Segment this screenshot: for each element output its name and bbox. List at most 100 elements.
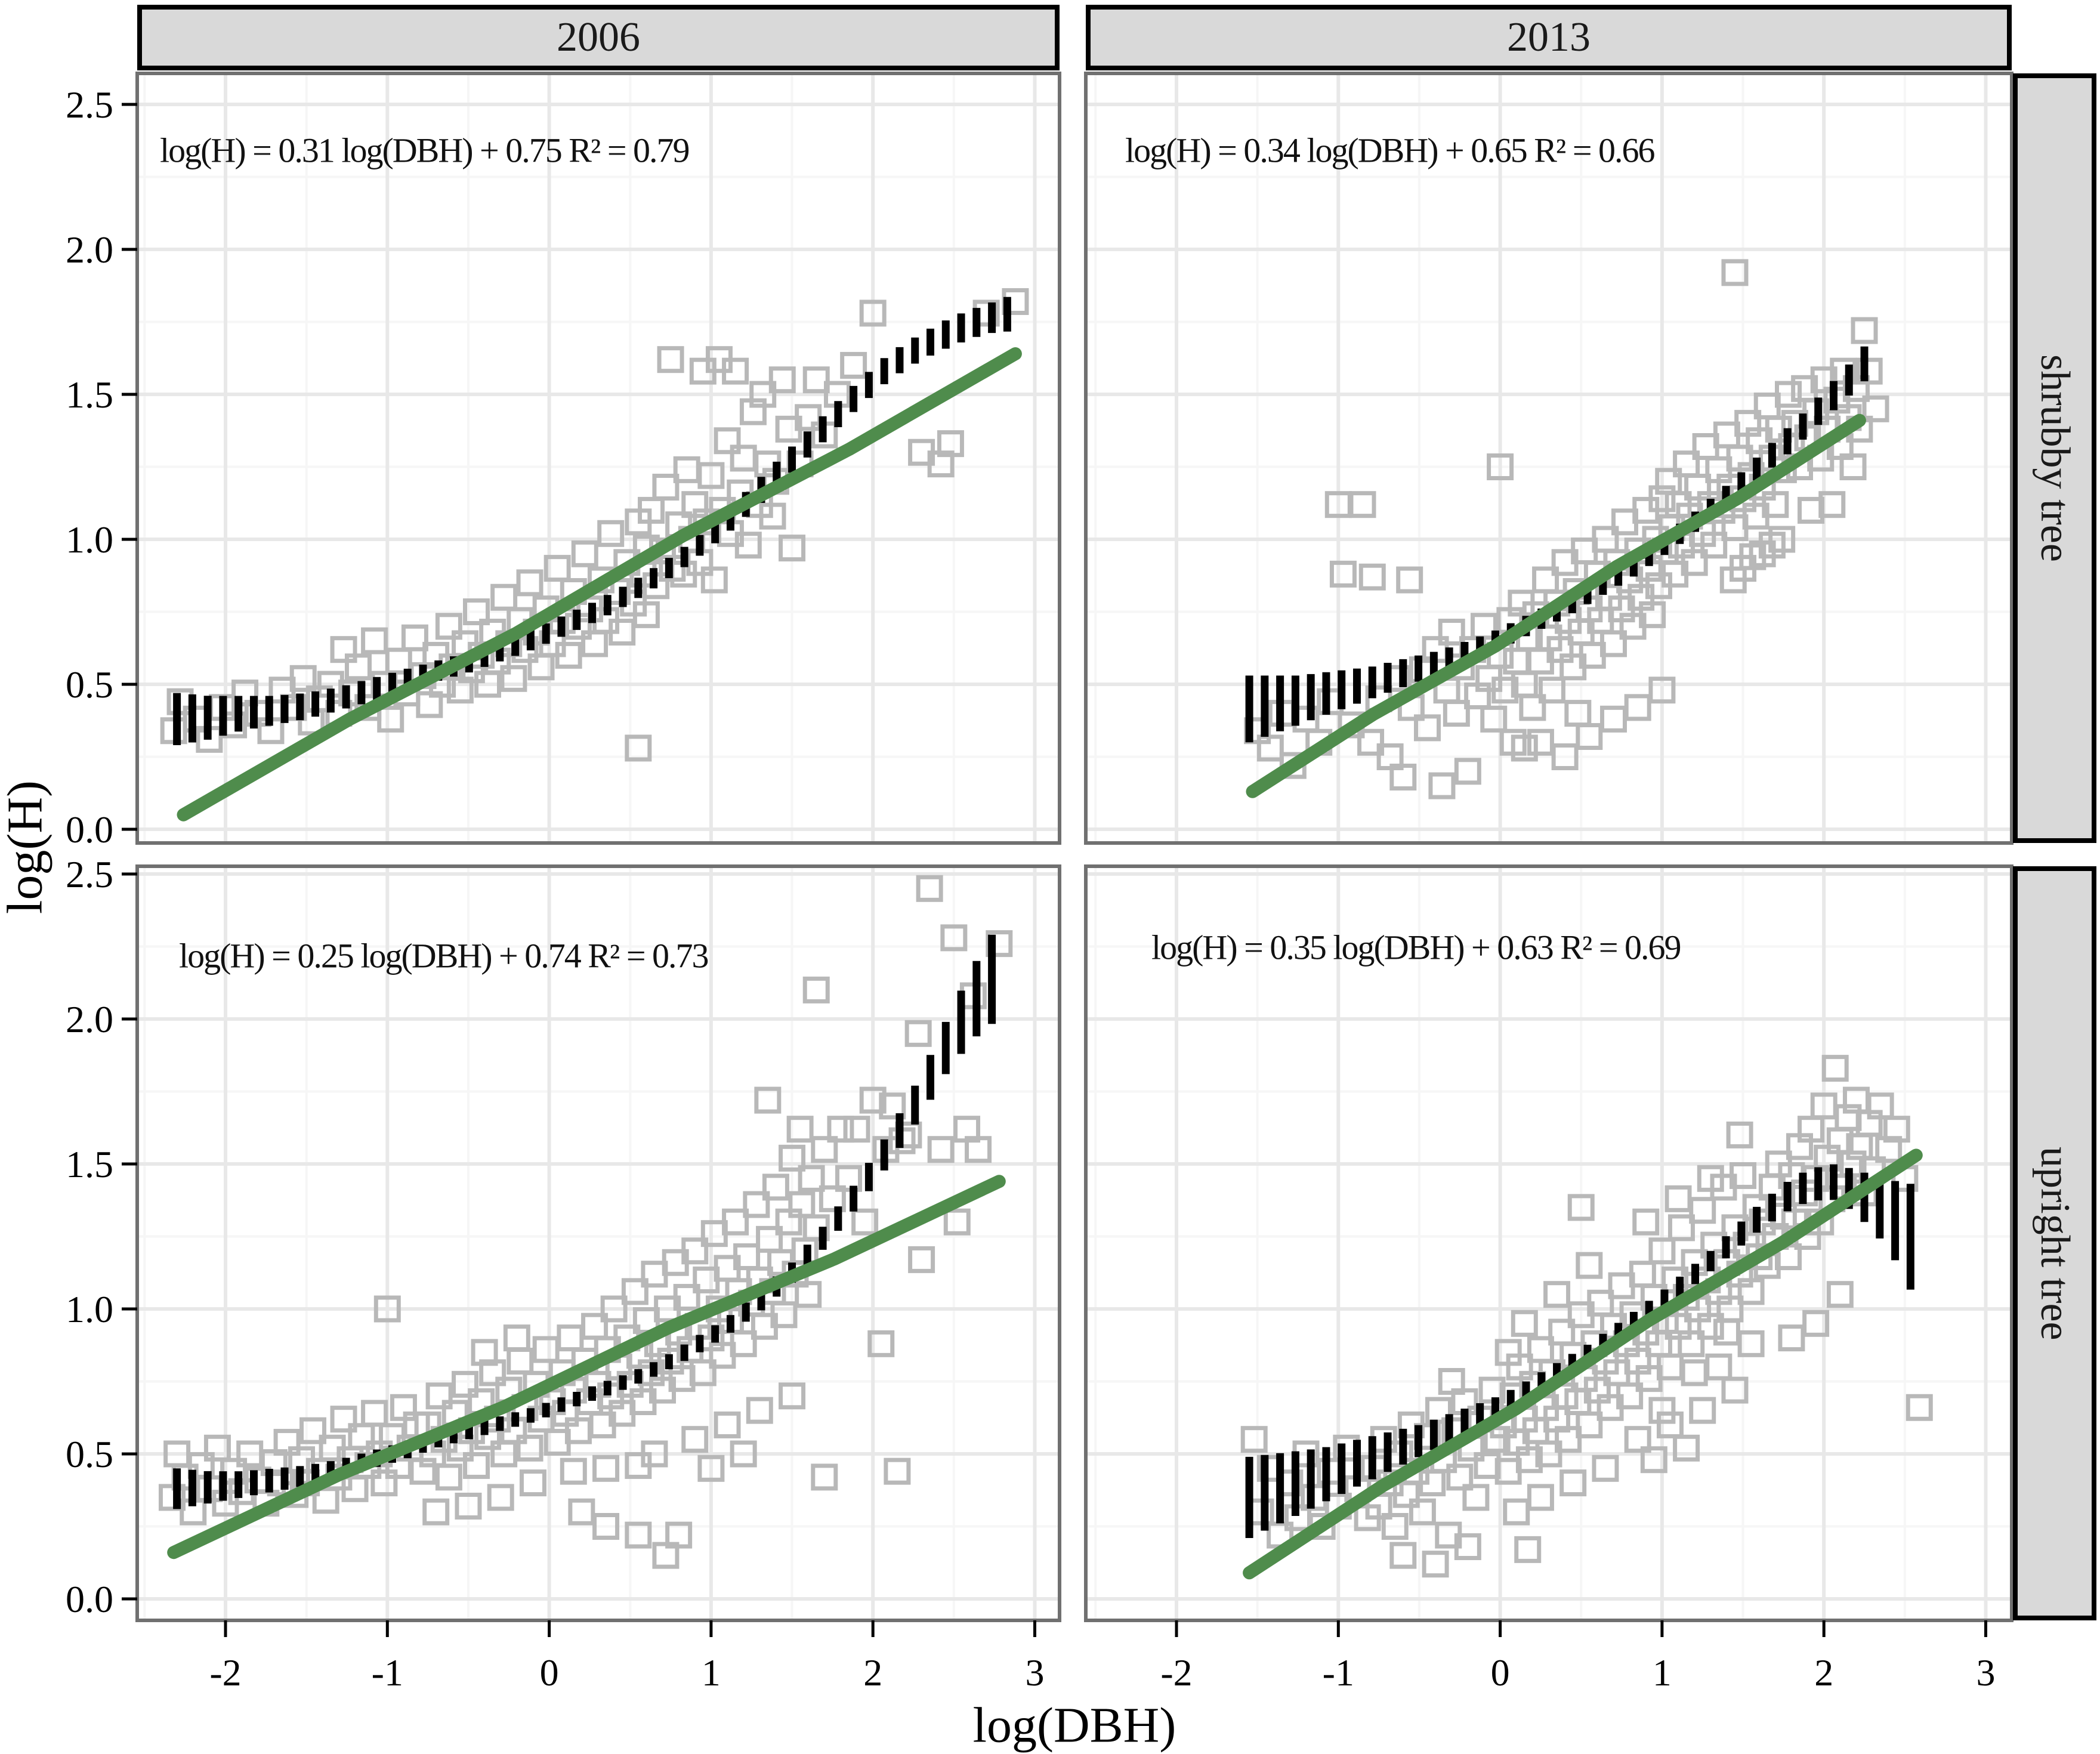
panel-border xyxy=(135,864,1061,1622)
scatter-point xyxy=(592,1455,620,1482)
scatter-point xyxy=(986,930,1013,958)
scatter-point xyxy=(1454,1533,1481,1561)
y-tick-label: 0.0 xyxy=(66,808,113,851)
scatter-point xyxy=(1480,705,1508,733)
scatter-point xyxy=(1462,1484,1490,1511)
scatter-point xyxy=(377,705,404,733)
scatter-point xyxy=(625,734,652,762)
scatter-point xyxy=(1716,1295,1744,1323)
scatter-point xyxy=(273,1429,301,1456)
scatter-point xyxy=(543,555,571,582)
scatter-point xyxy=(802,366,830,394)
scatter-point xyxy=(422,1498,450,1526)
scatter-point xyxy=(452,1370,479,1398)
trend-line xyxy=(177,347,1022,822)
trend-line xyxy=(1246,413,1866,798)
scatter-point xyxy=(516,1434,543,1462)
facet-strip-2006-label: 2006 xyxy=(557,14,640,60)
scatter-point xyxy=(555,641,582,669)
scatter-point xyxy=(490,583,518,611)
scatter-point xyxy=(621,1278,648,1305)
scatter-point xyxy=(516,569,543,597)
scatter-point xyxy=(1689,1197,1716,1224)
scatter-point xyxy=(904,1020,932,1047)
scatter-point xyxy=(714,1411,741,1438)
trend-line xyxy=(1243,1148,1923,1580)
scatter-point xyxy=(819,1185,846,1212)
scatter-point xyxy=(1576,722,1603,750)
scatter-point xyxy=(1821,1055,1849,1082)
scatter-point xyxy=(811,1136,838,1163)
scatter-point xyxy=(1396,566,1423,594)
panel-border xyxy=(135,72,1061,845)
scatter-point xyxy=(1240,1426,1268,1453)
scatter-point xyxy=(370,1469,398,1497)
scatter-point xyxy=(1648,485,1676,512)
scatter-point xyxy=(681,1426,709,1453)
scatter-point xyxy=(500,665,527,692)
scatter-point xyxy=(625,1521,652,1549)
y-tick-label: 1.0 xyxy=(66,518,113,561)
scatter-point xyxy=(1826,1281,1854,1308)
scatter-point xyxy=(937,430,964,458)
x-tick-label: -1 xyxy=(1323,1651,1354,1694)
scatter-point xyxy=(927,1136,955,1163)
scatter-point xyxy=(1511,1310,1538,1337)
x-tick-label: -2 xyxy=(1160,1651,1192,1694)
scatter-point xyxy=(597,520,625,547)
scatter-point xyxy=(463,1452,490,1479)
scatter-point xyxy=(1527,728,1554,756)
x-tick-label: 0 xyxy=(540,1651,559,1694)
scatter-point xyxy=(1538,677,1565,704)
scatter-point xyxy=(1689,1397,1716,1424)
scatter-point xyxy=(1600,630,1628,657)
scatter-point xyxy=(779,1144,806,1172)
panel-background xyxy=(1086,866,2012,1620)
x-tick-label: 3 xyxy=(1026,1651,1045,1694)
equation-upright-2006: log(H) = 0.25 log(DBH) + 0.74 R² = 0.73 xyxy=(179,936,709,975)
scatter-point xyxy=(835,1165,863,1192)
scatter-point xyxy=(1648,1237,1676,1265)
panel-content-upright-2006 xyxy=(158,875,1013,1569)
scatter-point xyxy=(471,1339,498,1366)
scatter-point xyxy=(571,540,598,567)
scatter-point xyxy=(743,1191,770,1218)
scatter-point xyxy=(759,502,786,530)
scatter-point xyxy=(827,1116,854,1143)
scatter-point xyxy=(641,1440,668,1468)
scatter-point xyxy=(1839,1150,1867,1178)
scatter-point xyxy=(1624,1426,1651,1453)
scatter-point xyxy=(361,627,388,654)
panel-content-shrubby-2013 xyxy=(1244,259,1889,799)
y-tick-label: 1.5 xyxy=(66,373,113,416)
scatter-point xyxy=(802,1214,830,1242)
scatter-point xyxy=(1737,1278,1765,1305)
scatter-point xyxy=(722,357,749,385)
scatter-point xyxy=(1503,1498,1530,1526)
scatter-point xyxy=(1483,1426,1511,1453)
scatter-point xyxy=(768,366,796,394)
trend-line xyxy=(167,1175,1006,1560)
facet-strip-2013-label: 2013 xyxy=(1507,14,1591,60)
scatter-point xyxy=(1422,1551,1449,1578)
scatter-point xyxy=(638,496,665,524)
scatter-point xyxy=(1443,700,1470,727)
scatter-point xyxy=(1721,259,1749,286)
scatter-point xyxy=(965,1136,992,1163)
scatter-point xyxy=(330,1406,357,1433)
scatter-point xyxy=(884,1457,911,1485)
scatter-point xyxy=(681,1237,709,1265)
scatter-point xyxy=(697,1455,725,1482)
panel-content-upright-2013 xyxy=(1240,1055,1933,1580)
scatter-point xyxy=(1700,532,1728,559)
scatter-point xyxy=(1389,764,1417,791)
scatter-point xyxy=(1487,453,1514,480)
scatter-point xyxy=(697,462,725,489)
scatter-point xyxy=(722,1208,749,1236)
scatter-point xyxy=(519,1469,546,1497)
scatter-point xyxy=(700,566,728,594)
scatter-point xyxy=(786,1116,814,1143)
scatter-point xyxy=(1515,1446,1543,1474)
scatter-point xyxy=(1775,381,1802,408)
